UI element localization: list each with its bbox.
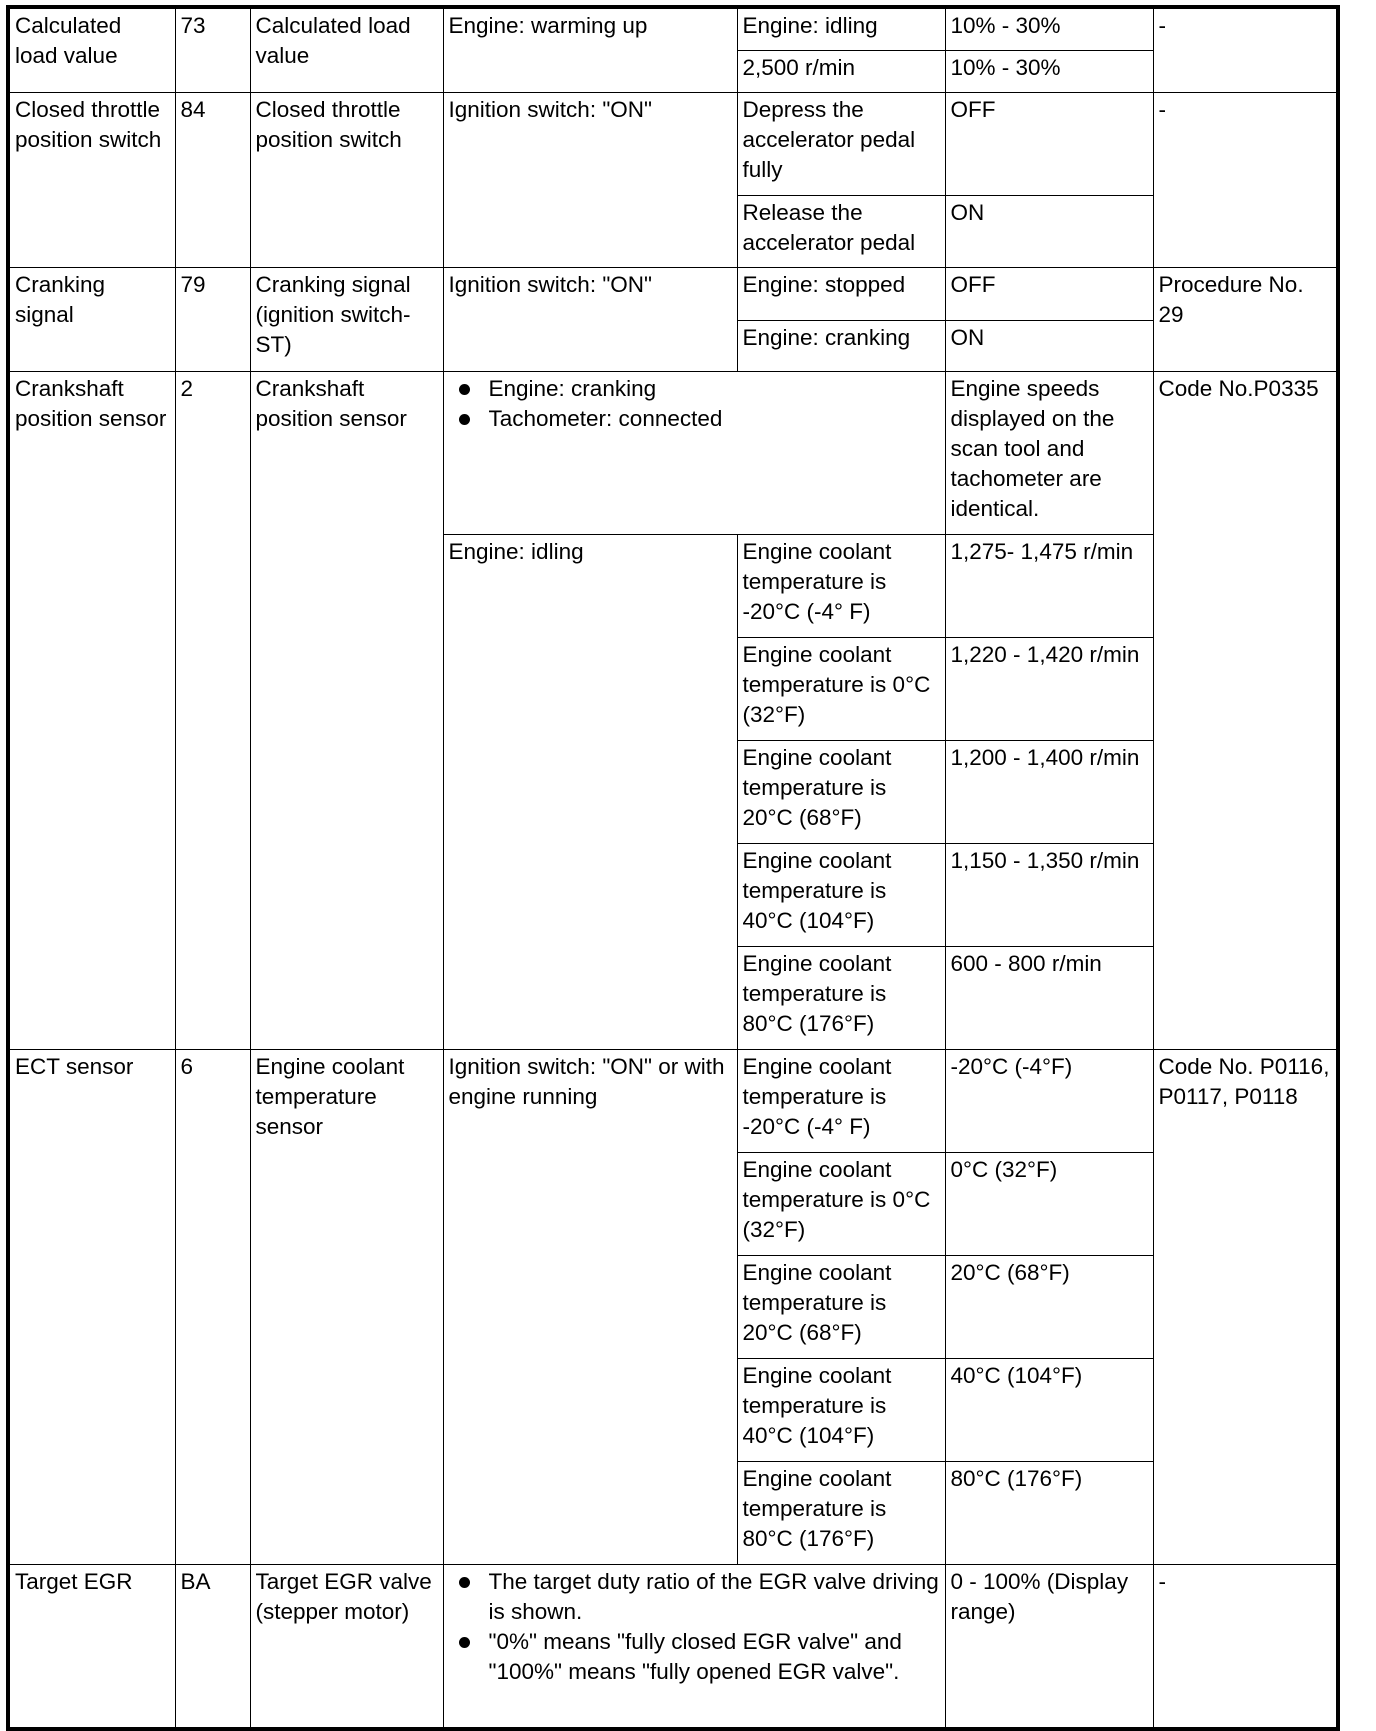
table-row: Calculated load value 73 Calculated load v… — [7, 6, 1339, 93]
condition-cell: Ignition switch: "ON" or with engine run… — [442, 1048, 738, 1565]
check-condition-cell: Engine coolant temperature is -20°C (-4°… — [736, 1048, 946, 1153]
check-condition-cell: Engine coolant temperature is 20°C (68°F… — [736, 739, 946, 844]
normal-value-cell: 0 - 100% (Display range) — [944, 1563, 1154, 1730]
table-row: Engine: idling Engine coolant temperature… — [8, 533, 1338, 1050]
table-row: Crankshaft position sensor 2 Crankshaft po… — [7, 370, 1339, 1050]
check-condition-cell: Engine coolant temperature is 40°C (104°… — [736, 842, 946, 947]
service-data-table: Calculated load value 73 Calculated load v… — [6, 5, 1340, 1731]
check-condition-cell: Engine: idling — [736, 6, 946, 51]
table-row: Engine coolant temperature is 0°C (32°F)… — [8, 636, 1338, 741]
sid-cell: 6 — [174, 1048, 251, 1565]
check-condition-cell: Engine coolant temperature is 80°C (176°… — [736, 945, 946, 1050]
check-condition-cell: Engine coolant temperature is 80°C (176°… — [736, 1460, 946, 1565]
check-condition-cell: 2,500 r/min — [736, 49, 946, 93]
sid-cell: 84 — [174, 91, 251, 268]
check-condition-cell: Release the accelerator pedal — [736, 194, 946, 268]
normal-value-cell: 1,220 - 1,420 r/min — [944, 636, 1154, 741]
item-name-cell: Closed throttle position switch — [7, 91, 176, 268]
check-condition-cell: Engine coolant temperature is -20°C (-4°… — [736, 533, 946, 638]
sid-cell: 2 — [174, 370, 251, 1050]
reference-cell: Procedure No. 29 — [1152, 266, 1339, 372]
monitor-item-cell: Engine coolant temperature sensor — [249, 1048, 444, 1565]
monitor-item-cell: Cranking signal (ignition switch-ST) — [249, 266, 444, 372]
check-condition-cell: Engine coolant temperature is 40°C (104°… — [736, 1357, 946, 1462]
normal-value-cell: ON — [944, 194, 1154, 268]
normal-value-cell: Engine speeds displayed on the scan tool… — [944, 370, 1154, 535]
item-name-cell: ECT sensor — [7, 1048, 176, 1565]
item-name-cell: Calculated load value — [7, 6, 176, 93]
monitor-item-cell: Closed throttle position switch — [249, 91, 444, 268]
item-name-cell: Crankshaft position sensor — [7, 370, 176, 1050]
table-row: Target EGR BA Target EGR valve (stepper mo… — [7, 1563, 1339, 1730]
table-row: Engine coolant temperature is 20°C (68°F… — [8, 1254, 1338, 1359]
condition-cell: Ignition switch: "ON" — [442, 266, 738, 372]
table-row: Engine: cranking ON — [8, 319, 1338, 372]
normal-value-cell: 80°C (176°F) — [944, 1460, 1154, 1565]
table-row: Cranking signal 79 Cranking signal (igniti… — [7, 266, 1339, 372]
condition-cell: Engine: idling — [442, 533, 738, 1050]
normal-value-cell: 20°C (68°F) — [944, 1254, 1154, 1359]
table-row: ECT sensor 6 Engine coolant temperature se… — [7, 1048, 1339, 1565]
table-row: Closed throttle position switch 84 Closed … — [7, 91, 1339, 268]
normal-value-cell: 40°C (104°F) — [944, 1357, 1154, 1462]
normal-value-cell: 1,275- 1,475 r/min — [944, 533, 1154, 638]
normal-value-cell: -20°C (-4°F) — [944, 1048, 1154, 1153]
normal-value-cell: 1,200 - 1,400 r/min — [944, 739, 1154, 844]
table-row: Engine coolant temperature is 20°C (68°F… — [8, 739, 1338, 844]
table-row: 2,500 r/min 10% - 30% — [8, 49, 1338, 93]
check-condition-cell: Engine coolant temperature is 20°C (68°F… — [736, 1254, 946, 1359]
reference-cell: Code No.P0335 — [1152, 370, 1339, 1050]
item-name-cell: Target EGR — [7, 1563, 176, 1730]
check-condition-cell: Engine coolant temperature is 0°C (32°F) — [736, 1151, 946, 1256]
monitor-item-cell: Crankshaft position sensor — [249, 370, 444, 1050]
check-condition-cell: Engine coolant temperature is 0°C (32°F) — [736, 636, 946, 741]
normal-value-cell: ON — [944, 319, 1154, 372]
reference-cell: - — [1152, 91, 1339, 268]
condition-bullets-cell: The target duty ratio of the EGR valve d… — [442, 1563, 946, 1730]
sid-cell: BA — [174, 1563, 251, 1730]
condition-bullet: Engine: cranking — [458, 374, 940, 404]
table-row: Engine coolant temperature is 0°C (32°F)… — [8, 1151, 1338, 1256]
condition-bullet: "0%" means "fully closed EGR valve" and … — [458, 1627, 940, 1687]
normal-value-cell: 10% - 30% — [944, 6, 1154, 51]
reference-cell: - — [1152, 1563, 1339, 1730]
condition-bullets-cell: Engine: cranking Tachometer: connected — [442, 370, 946, 535]
condition-bullet: Tachometer: connected — [458, 404, 940, 434]
reference-cell: - — [1152, 6, 1339, 93]
item-name-cell: Cranking signal — [7, 266, 176, 372]
monitor-item-cell: Target EGR valve (stepper motor) — [249, 1563, 444, 1730]
condition-cell: Ignition switch: "ON" — [442, 91, 738, 268]
sid-cell: 73 — [174, 6, 251, 93]
normal-value-cell: 600 - 800 r/min — [944, 945, 1154, 1050]
monitor-item-cell: Calculated load value — [249, 6, 444, 93]
condition-bullet: The target duty ratio of the EGR valve d… — [458, 1567, 940, 1627]
normal-value-cell: 10% - 30% — [944, 49, 1154, 93]
table-row: Release the accelerator pedal ON — [8, 194, 1338, 268]
condition-cell: Engine: warming up — [442, 6, 738, 93]
check-condition-cell: Engine: stopped — [736, 266, 946, 321]
normal-value-cell: 0°C (32°F) — [944, 1151, 1154, 1256]
normal-value-cell: OFF — [944, 266, 1154, 321]
table-row: Engine coolant temperature is 40°C (104°… — [8, 842, 1338, 947]
normal-value-cell: OFF — [944, 91, 1154, 196]
check-condition-cell: Engine: cranking — [736, 319, 946, 372]
sid-cell: 79 — [174, 266, 251, 372]
reference-cell: Code No. P0116, P0117, P0118 — [1152, 1048, 1339, 1565]
normal-value-cell: 1,150 - 1,350 r/min — [944, 842, 1154, 947]
check-condition-cell: Depress the accelerator pedal fully — [736, 91, 946, 196]
